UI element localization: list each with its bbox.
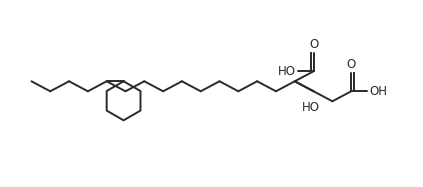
- Text: HO: HO: [278, 65, 296, 78]
- Text: O: O: [346, 58, 356, 71]
- Text: HO: HO: [302, 101, 320, 114]
- Text: O: O: [309, 38, 318, 51]
- Text: OH: OH: [369, 85, 387, 98]
